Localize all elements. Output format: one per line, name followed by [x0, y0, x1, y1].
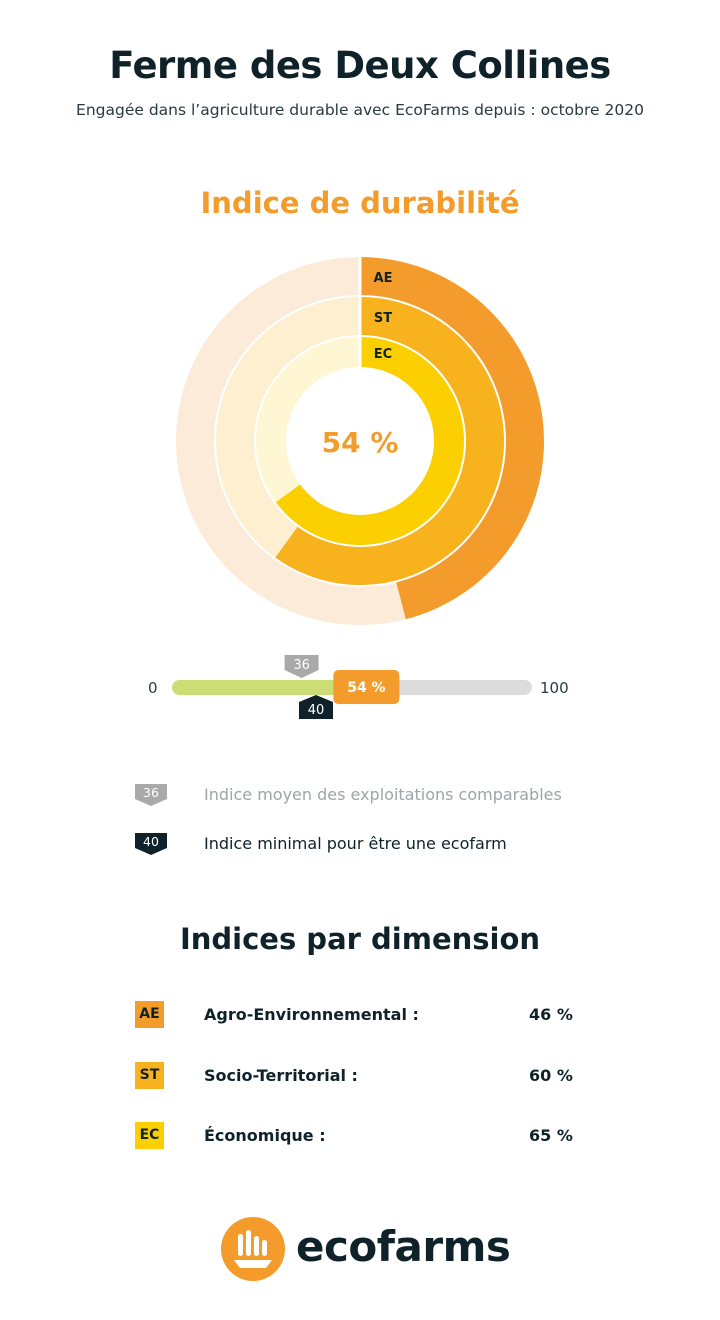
- dimension-row-ec: EC Économique : 65 %: [135, 1122, 585, 1150]
- sustainability-radial-chart: 54 % AE ST EC: [176, 257, 545, 625]
- ecofarms-logo: ecofarms: [220, 1216, 520, 1286]
- score-marker-label: 54 %: [347, 680, 385, 696]
- scale-max-label: 100: [540, 679, 569, 697]
- dimension-value-ae: 46 %: [529, 1005, 573, 1024]
- legend-minimum-label: Indice minimal pour être une ecofarm: [204, 834, 507, 853]
- dimension-badge-st: ST: [135, 1062, 164, 1089]
- legend-minimum-marker: 40: [143, 834, 159, 849]
- dimension-label-st: Socio-Territorial :: [204, 1066, 358, 1085]
- ring-arc-st: [275, 297, 504, 585]
- dimension-value-ec: 65 %: [529, 1126, 573, 1145]
- legend-average-marker: 36: [143, 785, 159, 800]
- ring-arc-ae: [360, 257, 545, 620]
- scale-fill: [172, 680, 367, 695]
- average-marker: 36: [284, 655, 319, 678]
- average-marker-label: 36: [293, 658, 310, 673]
- scale-min-label: 0: [148, 679, 158, 697]
- score-marker: 54 %: [333, 670, 400, 704]
- dimension-badge-ae: AE: [135, 1001, 164, 1028]
- logo-text: ecofarms: [296, 1222, 511, 1271]
- dimension-row-ae: AE Agro-Environnemental : 46 %: [135, 1001, 585, 1029]
- scale-bar: 36 40 54 %: [172, 655, 532, 719]
- dimension-badge-ec: EC: [135, 1122, 164, 1149]
- dimension-value-st: 60 %: [529, 1066, 573, 1085]
- dimension-row-st: ST Socio-Territorial : 60 %: [135, 1062, 585, 1090]
- chart-center-value: 54 %: [322, 426, 399, 459]
- ring-label-ae: AE: [374, 271, 393, 286]
- legend-average-label: Indice moyen des exploitations comparabl…: [204, 785, 562, 804]
- minimum-marker: 40: [299, 695, 333, 719]
- average-marker-icon: 36: [135, 784, 167, 806]
- dimension-label-ec: Économique :: [204, 1126, 326, 1145]
- ring-arc-ec: [275, 337, 465, 545]
- page-title: Ferme des Deux Collines: [109, 44, 611, 87]
- minimum-marker-label: 40: [308, 703, 325, 718]
- wheat-icon: [221, 1217, 285, 1281]
- dimensions-title: Indices par dimension: [179, 922, 541, 956]
- sustainability-title: Indice de durabilité: [200, 186, 520, 220]
- dimension-label-ae: Agro-Environnemental :: [204, 1005, 419, 1024]
- ring-label-ec: EC: [374, 347, 392, 362]
- minimum-marker-icon: 40: [135, 833, 167, 855]
- chart-center-hole: [288, 369, 432, 513]
- page-subtitle: Engagée dans l’agriculture durable avec …: [76, 101, 644, 119]
- ring-label-st: ST: [374, 311, 392, 326]
